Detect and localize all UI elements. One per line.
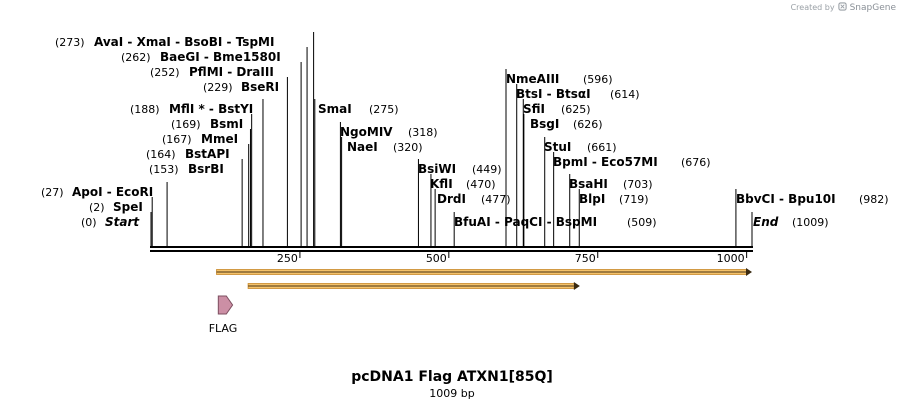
flag-feature-label[interactable]: FLAG	[209, 322, 238, 335]
site-position: (477)	[481, 193, 511, 206]
site-position: (273)	[55, 36, 85, 49]
site-position: (164)	[146, 148, 176, 161]
feature-arrow-head	[746, 268, 752, 276]
enzyme-site-label[interactable]: BsrBI	[188, 162, 224, 176]
sequence-backbone-top	[150, 246, 753, 248]
enzyme-site-label[interactable]: SpeI	[113, 200, 143, 214]
plasmid-length: 1009 bp	[429, 387, 475, 400]
axis-tick-label: 1000	[717, 252, 745, 265]
site-position: (320)	[393, 141, 423, 154]
site-position: (318)	[408, 126, 438, 139]
site-position: (661)	[587, 141, 617, 154]
site-position: (27)	[41, 186, 64, 199]
site-position: (982)	[859, 193, 889, 206]
site-position: (614)	[610, 88, 640, 101]
site-position: (2)	[89, 201, 105, 214]
credit-prefix: Created by	[790, 3, 835, 12]
site-position: (509)	[627, 216, 657, 229]
credit-brand: SnapGene	[849, 2, 896, 13]
site-position: (470)	[466, 178, 496, 191]
site-position: (262)	[121, 51, 151, 64]
site-position: (275)	[369, 103, 399, 116]
site-position: (153)	[149, 163, 179, 176]
axis-tick-label: 500	[426, 252, 447, 265]
site-position: (0)	[81, 216, 97, 229]
enzyme-site-label[interactable]: BsaHI	[569, 177, 608, 191]
enzyme-site-label[interactable]: Start	[105, 215, 140, 229]
enzyme-site-label[interactable]: AvaI - XmaI - BsoBI - TspMI	[94, 35, 274, 49]
site-position: (169)	[171, 118, 201, 131]
sequence-backbone-bottom	[150, 250, 753, 252]
enzyme-site-label[interactable]: MmeI	[201, 132, 238, 146]
enzyme-site-label[interactable]: BseRI	[241, 80, 279, 94]
site-position: (188)	[130, 103, 160, 116]
site-position: (449)	[472, 163, 502, 176]
site-position: (1009)	[792, 216, 829, 229]
enzyme-site-label[interactable]: DrdI	[437, 192, 466, 206]
axis-tick-label: 750	[575, 252, 596, 265]
enzyme-site-label[interactable]: MflI * - BstYI	[169, 102, 253, 116]
site-position: (703)	[623, 178, 653, 191]
site-position: (625)	[561, 103, 591, 116]
feature-arrow-head	[573, 282, 580, 290]
enzyme-site-label[interactable]: StuI	[544, 140, 571, 154]
enzyme-site-label[interactable]: BpmI - Eco57MI	[553, 155, 658, 169]
enzyme-site-label[interactable]: SfiI	[523, 102, 545, 116]
axis-tick-label: 250	[277, 252, 298, 265]
site-position: (626)	[573, 118, 603, 131]
site-position: (596)	[583, 73, 613, 86]
enzyme-site-label[interactable]: NmeAIII	[506, 72, 559, 86]
enzyme-site-label[interactable]: ApoI - EcoRI	[72, 185, 153, 199]
enzyme-site-label[interactable]: PflMI - DraIII	[189, 65, 274, 79]
enzyme-site-label[interactable]: BsiWI	[418, 162, 456, 176]
enzyme-site-label[interactable]: BtsI - BtsαI	[516, 87, 591, 101]
enzyme-site-label[interactable]: NaeI	[347, 140, 378, 154]
enzyme-site-label[interactable]: BsgI	[530, 117, 559, 131]
enzyme-site-label[interactable]: BsmI	[210, 117, 243, 131]
snapgene-logo-icon	[837, 2, 847, 13]
flag-feature-arrow[interactable]	[217, 295, 234, 315]
enzyme-site-label[interactable]: NgoMIV	[340, 125, 393, 139]
site-position: (229)	[203, 81, 233, 94]
enzyme-site-label[interactable]: BbvCI - Bpu10I	[736, 192, 836, 206]
enzyme-site-label[interactable]: End	[753, 215, 779, 229]
enzyme-site-label[interactable]: BstAPI	[185, 147, 230, 161]
site-position: (252)	[150, 66, 180, 79]
enzyme-site-label[interactable]: BaeGI - Bme1580I	[160, 50, 281, 64]
enzyme-site-label[interactable]: SmaI	[318, 102, 352, 116]
enzyme-site-label[interactable]: KflI	[430, 177, 453, 191]
plasmid-name: pcDNA1 Flag ATXN1[85Q]	[351, 369, 553, 385]
snapgene-credit: Created by SnapGene	[791, 2, 896, 13]
enzyme-site-label[interactable]: BlpI	[579, 192, 605, 206]
site-position: (167)	[162, 133, 192, 146]
site-position: (719)	[619, 193, 649, 206]
enzyme-site-label[interactable]: BfuAI - PaqCI - BspMI	[454, 215, 597, 229]
site-position: (676)	[681, 156, 711, 169]
